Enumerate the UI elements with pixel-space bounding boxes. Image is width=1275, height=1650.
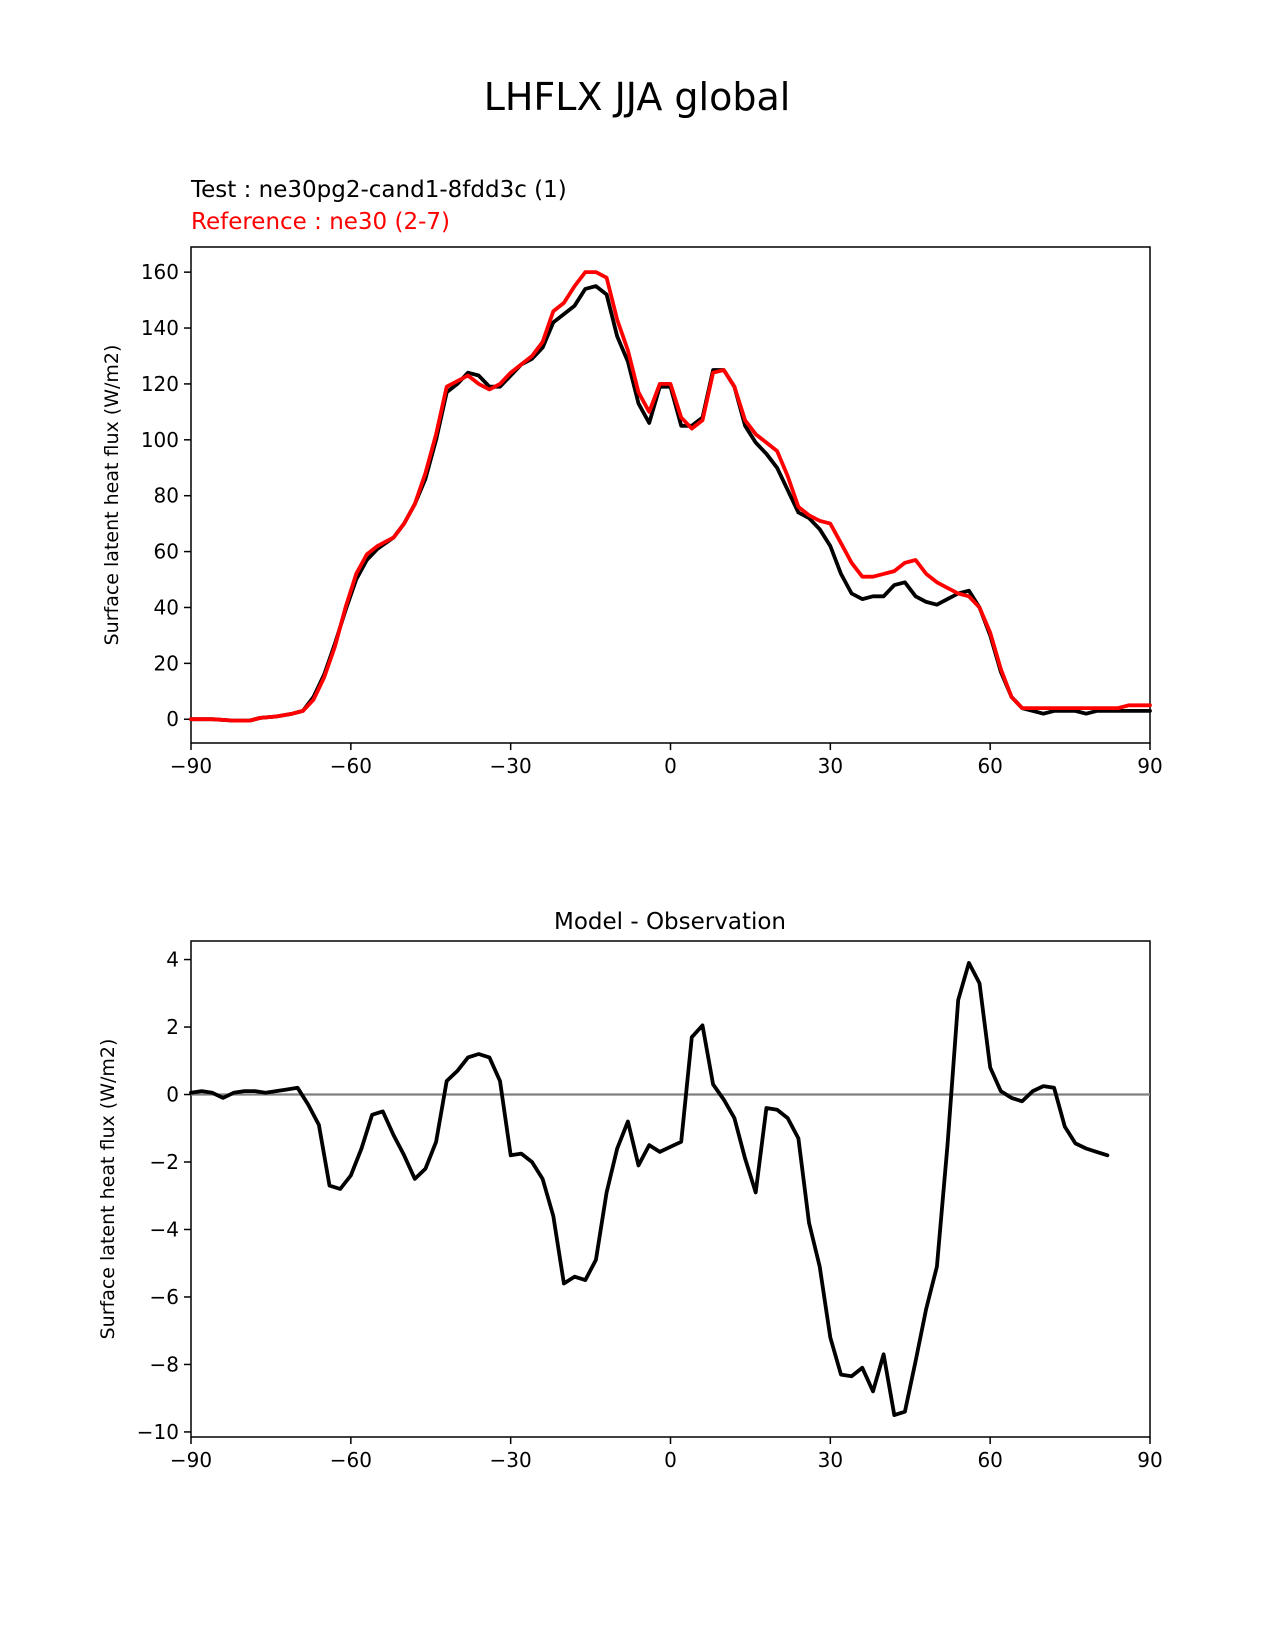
bottom-series-model-observation-line [189, 961, 1110, 1417]
bottom-x-tick-label: −30 [490, 1448, 532, 1472]
bottom-y-tick-label: −10 [137, 1420, 179, 1444]
top-x-tick-label: 60 [977, 754, 1002, 778]
top-y-tick-label: 80 [154, 484, 179, 508]
top-y-tick-label: 140 [141, 316, 179, 340]
bottom-y-tick-label: 0 [166, 1083, 179, 1107]
top-x-tick-label: −60 [330, 754, 372, 778]
bottom-x-tick-label: −90 [170, 1448, 212, 1472]
bottom-y-tick-label: 4 [166, 948, 179, 972]
figure-title: LHFLX JJA global [484, 75, 791, 119]
bottom-series-group [189, 961, 1110, 1417]
top-y-tick-label: 20 [154, 651, 179, 675]
bottom-x-tick-label: −60 [330, 1448, 372, 1472]
top-x-tick-label: 90 [1137, 754, 1162, 778]
top-x-tick-label: 30 [818, 754, 843, 778]
top-x-tick-label: −30 [490, 754, 532, 778]
top-y-tick-label: 60 [154, 540, 179, 564]
top-series-test-line [189, 284, 1152, 723]
top-series-group [189, 270, 1152, 723]
test-label: Test : ne30pg2-cand1-8fdd3c (1) [190, 177, 567, 203]
bottom-chart-title: Model - Observation [554, 909, 786, 935]
bottom-x-tick-label: 0 [664, 1448, 677, 1472]
top-y-tick-label: 40 [154, 595, 179, 619]
bottom-y-tick-label: −4 [150, 1217, 179, 1241]
top-y-tick-label: 120 [141, 372, 179, 396]
top-plot-frame [190, 246, 1151, 744]
bottom-axis-ticks: −90 −60 −30 0 30 60 90 −10 −8 −6 −4 −2 0 2 4 [137, 948, 1163, 1472]
top-x-tick-label: −90 [170, 754, 212, 778]
top-y-tick-label: 160 [141, 260, 179, 284]
bottom-y-tick-label: 2 [166, 1015, 179, 1039]
top-y-tick-label: 0 [166, 707, 179, 731]
top-axis-ticks: −90 −60 −30 0 30 60 90 0 20 40 60 80 100 120 140 160 [141, 260, 1163, 778]
bottom-y-axis-label: Surface latent heat flux (W/m2) [97, 1039, 119, 1340]
bottom-x-tick-label: 30 [818, 1448, 843, 1472]
top-series-reference-line [189, 270, 1152, 723]
bottom-y-tick-label: −8 [150, 1352, 179, 1376]
model-minus-observation-chart: Model - Observation −90 −60 −30 0 30 60 90−10−… [97, 909, 1163, 1472]
bottom-x-tick-label: 60 [977, 1448, 1002, 1472]
bottom-y-tick-label: −6 [150, 1285, 179, 1309]
bottom-x-tick-label: 90 [1137, 1448, 1162, 1472]
top-y-axis-label: Surface latent heat flux (W/m2) [101, 345, 123, 646]
reference-label: Reference : ne30 (2-7) [191, 209, 450, 235]
top-y-tick-label: 100 [141, 428, 179, 452]
top-x-tick-label: 0 [664, 754, 677, 778]
lhflx-zonal-mean-chart: −90 −60 −30 0 30 60 90 0 20 40 60 80 100 120 140 160 Su… [101, 246, 1163, 778]
bottom-y-tick-label: −2 [150, 1150, 179, 1174]
